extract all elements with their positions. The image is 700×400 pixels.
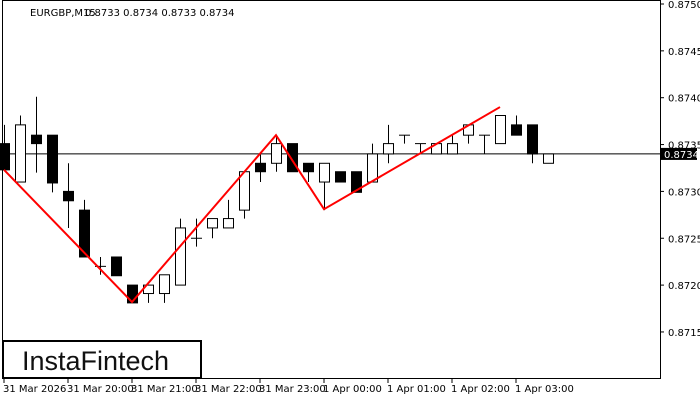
pattern-line (3, 106, 501, 304)
candle-body (447, 143, 458, 155)
x-tick-label: 31 Mar 21:00 (131, 384, 198, 395)
candle (239, 171, 250, 219)
candle (479, 134, 490, 154)
candle (511, 115, 522, 136)
candle (287, 143, 298, 173)
candle-body (223, 218, 234, 229)
y-axis: 0.8750 0.8745 0.8740 0.8735 0.8730 0.8725 0.87… (660, 0, 700, 339)
y-tick-label: 0.8745 (668, 47, 700, 58)
candle (367, 143, 378, 183)
candle-body (47, 134, 58, 184)
candle (319, 162, 330, 211)
candle (495, 115, 506, 145)
header-symbol: EURGBP,M15 (30, 8, 96, 19)
candle (15, 115, 26, 183)
candle-body (79, 209, 90, 258)
candle-body (255, 162, 266, 173)
candle-body (31, 134, 42, 145)
candle (271, 135, 282, 172)
current-price-label: 0.8734 (664, 150, 699, 161)
candle-body (383, 143, 394, 155)
candle-body (207, 218, 218, 229)
candle-body (351, 171, 362, 193)
x-tick-label: 31 Mar 20:00 (67, 384, 134, 395)
candle (223, 199, 234, 229)
x-tick-label: 1 Apr 01:00 (387, 384, 446, 395)
candle-body (287, 143, 298, 173)
candle (399, 134, 410, 144)
candle (191, 218, 202, 247)
candle-body (111, 256, 122, 277)
x-tick-label: 1 Apr 00:00 (323, 384, 382, 395)
y-tick-label: 0.8740 (668, 94, 700, 105)
x-tick-label: 31 Mar 23:00 (259, 384, 326, 395)
x-tick-label: 1 Apr 02:00 (451, 384, 510, 395)
candle-body (303, 162, 314, 173)
candle (0, 124, 10, 171)
candle-body (511, 124, 522, 136)
candle (175, 218, 186, 286)
candle-body (319, 162, 330, 183)
y-tick-label: 0.8720 (668, 281, 700, 292)
candle-body (335, 171, 346, 183)
candle-body (271, 143, 282, 164)
candle (31, 96, 42, 173)
x-tick-label: 1 Apr 03:00 (515, 384, 574, 395)
candle (47, 134, 58, 193)
candle (383, 124, 394, 164)
candle (255, 153, 266, 183)
x-tick-label: 31 Mar 22:00 (195, 384, 262, 395)
candle (527, 124, 538, 164)
candle-body (159, 274, 170, 295)
logo: InstaFintech (2, 340, 202, 379)
candle-body (63, 190, 74, 202)
candle-body (239, 171, 250, 211)
current-price-label-bg (661, 147, 697, 160)
candle (335, 171, 346, 183)
plot-frame (2, 0, 661, 379)
candle (63, 163, 74, 228)
candle-body (495, 115, 506, 145)
x-tick-label: 31 Mar 2026 (3, 384, 66, 395)
y-tick-label: 0.8750 (668, 0, 700, 11)
y-tick-label: 0.8715 (668, 328, 700, 339)
candle (351, 171, 362, 193)
candle-body (527, 124, 538, 155)
header-ohlc: 0.8733 0.8734 0.8733 0.8734 (85, 8, 235, 19)
logo-text: InstaFintech (22, 346, 169, 376)
candles (0, 96, 554, 304)
candle-body (367, 153, 378, 183)
candle (111, 256, 122, 277)
candle-body (543, 153, 554, 164)
candle (207, 218, 218, 239)
y-tick-label: 0.8725 (668, 234, 700, 245)
candle (303, 162, 314, 183)
candle-body (15, 124, 26, 183)
candle-body (0, 143, 10, 171)
candle-body (175, 227, 186, 286)
candle (159, 274, 170, 303)
candle (79, 199, 90, 258)
candle (543, 153, 554, 164)
y-tick-label: 0.8735 (668, 141, 700, 152)
candle (447, 135, 458, 155)
y-tick-label: 0.8730 (668, 187, 700, 198)
